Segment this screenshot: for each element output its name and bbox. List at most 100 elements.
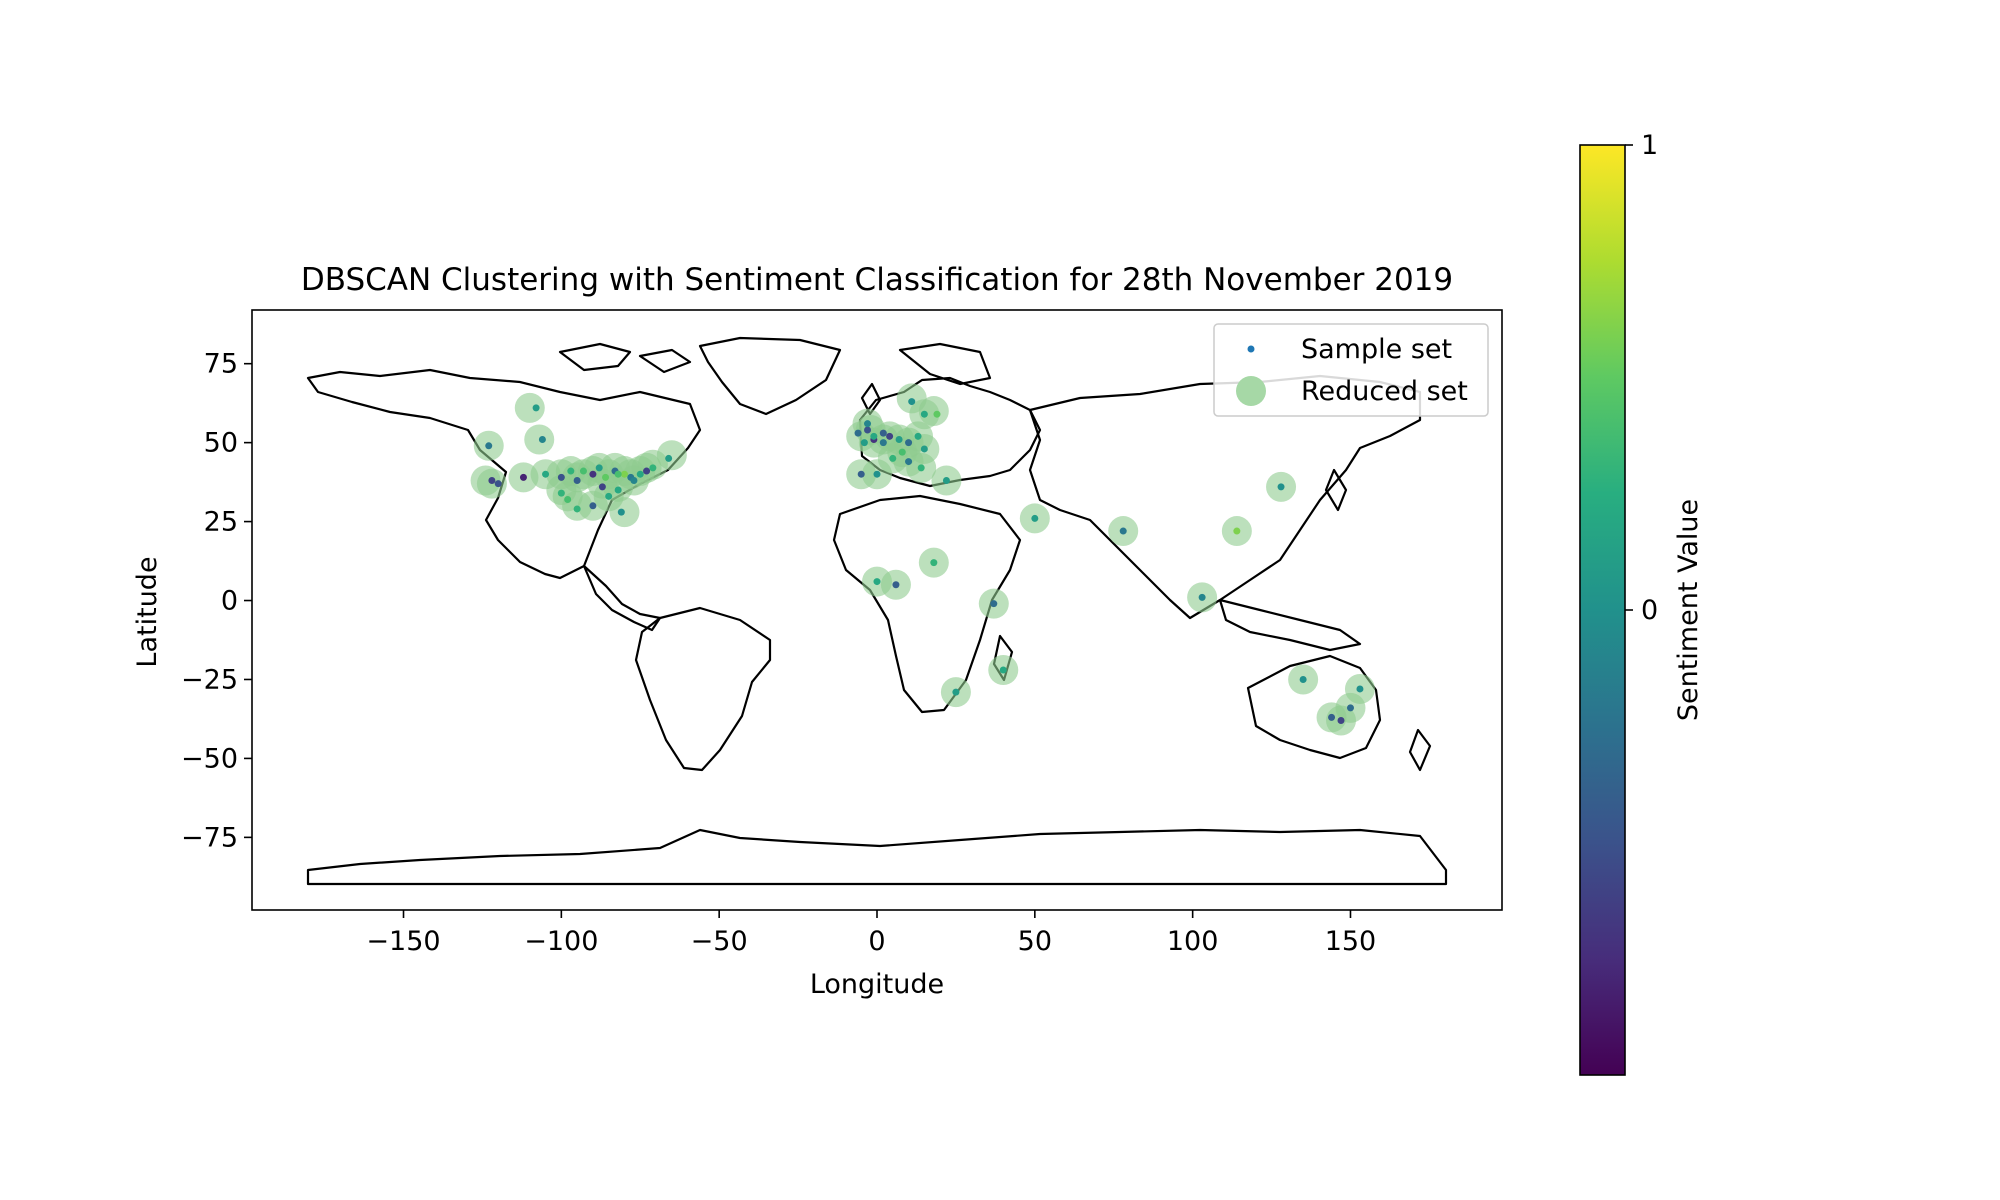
sample-set-point [494, 480, 502, 488]
sample-set-point [573, 505, 581, 513]
sample-set-point [895, 435, 903, 443]
north-america-outline [306, 368, 702, 580]
sample-set-point [886, 432, 894, 440]
sample-set-point [930, 559, 938, 567]
new-zealand-outline [1408, 728, 1432, 772]
sample-set-point [864, 426, 872, 434]
x-tick-label: 50 [1018, 926, 1052, 957]
colorbar-tick-label: 0 [1641, 595, 1658, 626]
sample-set-point [1356, 685, 1364, 693]
sample-set-point [879, 429, 887, 437]
sample-set-point [636, 470, 644, 478]
sample-set-point [999, 666, 1007, 674]
x-tick-label: −50 [691, 926, 748, 957]
sample-set-point [614, 486, 622, 494]
colorbar-tick-label: 1 [1641, 130, 1658, 161]
sample-set-point [589, 502, 597, 510]
southeast-asia-outline [1218, 598, 1362, 652]
sample-set-point [857, 470, 865, 478]
y-axis-ticks: 75 50 25 0 −25 −50 −75 [181, 349, 252, 853]
sample-set-point [1198, 593, 1206, 601]
sample-set-point [1346, 704, 1354, 712]
y-axis-label: Latitude [132, 556, 163, 667]
sample-set-point [620, 470, 628, 478]
sample-set-point [614, 470, 622, 478]
sample-set-point [879, 439, 887, 447]
sample-set-point [542, 470, 550, 478]
reduced-set-point [514, 392, 545, 423]
sample-set-point [538, 435, 546, 443]
colorbar-gradient [1579, 144, 1626, 1076]
sample-set-point [617, 508, 625, 516]
sample-set-point [519, 473, 527, 481]
sample-set-point [630, 477, 638, 485]
y-tick-label: 50 [204, 428, 238, 459]
legend: Sample set Reduced set [1213, 323, 1489, 417]
sample-set-point [892, 581, 900, 589]
sample-set-point [649, 464, 657, 472]
sample-set-point [1119, 527, 1127, 535]
sample-set-point [905, 439, 913, 447]
japan-outline [1324, 468, 1348, 512]
reduced-set-markers [470, 383, 1375, 736]
sample-set-point [889, 454, 897, 462]
sample-set-point [873, 470, 881, 478]
sample-set-point [665, 454, 673, 462]
sample-set-point [1233, 527, 1241, 535]
sample-set-point [567, 467, 575, 475]
south-america-outline [634, 606, 772, 772]
sample-set-point [1337, 717, 1345, 725]
sample-set-markers [485, 398, 1364, 725]
uk-outline [860, 382, 882, 416]
y-tick-label: −75 [181, 822, 238, 853]
y-tick-label: −50 [181, 743, 238, 774]
x-tick-label: −150 [366, 926, 440, 957]
sample-set-point [917, 464, 925, 472]
x-tick-label: 150 [1325, 926, 1377, 957]
sample-set-point [557, 473, 565, 481]
sample-set-point [485, 442, 493, 450]
legend-label-sample: Sample set [1301, 334, 1452, 365]
sample-set-point [1031, 514, 1039, 522]
colorbar-label: Sentiment Value [1673, 499, 1704, 721]
sample-set-point [908, 398, 916, 406]
legend-label-reduced: Reduced set [1301, 376, 1468, 407]
sample-set-point [920, 410, 928, 418]
sample-set-point [602, 473, 610, 481]
sample-set-point [1328, 713, 1336, 721]
canada-arctic-outline [558, 342, 692, 374]
colorbar-ticks: 10 [1625, 130, 1658, 626]
legend-box [1213, 323, 1489, 417]
sample-set-point [589, 470, 597, 478]
sample-set-point [860, 439, 868, 447]
sample-set-point [488, 477, 496, 485]
x-axis-ticks: −150 −100 −50 0 50 100 150 [366, 910, 1376, 957]
y-tick-label: −25 [181, 664, 238, 695]
greenland-outline [698, 336, 842, 416]
sample-set-point [864, 420, 872, 428]
reduced-set-point [918, 396, 949, 427]
sample-set-point [643, 467, 651, 475]
sample-set-point [914, 432, 922, 440]
antarctica-outline [306, 828, 1448, 886]
sample-set-point [990, 600, 998, 608]
y-tick-label: 75 [204, 349, 238, 380]
colorbar: 10 Sentiment Value [1579, 130, 1704, 1076]
x-axis-label: Longitude [810, 969, 944, 1000]
legend-marker-reduced [1236, 376, 1266, 406]
chart-title: DBSCAN Clustering with Sentiment Classif… [301, 262, 1453, 298]
y-tick-label: 25 [204, 507, 238, 538]
y-tick-label: 0 [221, 586, 238, 617]
sample-set-point [1277, 483, 1285, 491]
sample-set-point [605, 492, 613, 500]
sample-set-point [579, 467, 587, 475]
sample-set-point [595, 464, 603, 472]
sample-set-point [920, 445, 928, 453]
sample-set-point [854, 429, 862, 437]
sample-set-point [1299, 675, 1307, 683]
australia-outline [1246, 654, 1382, 760]
x-tick-label: 100 [1167, 926, 1219, 957]
sample-set-point [898, 448, 906, 456]
legend-marker-sample [1247, 345, 1255, 353]
